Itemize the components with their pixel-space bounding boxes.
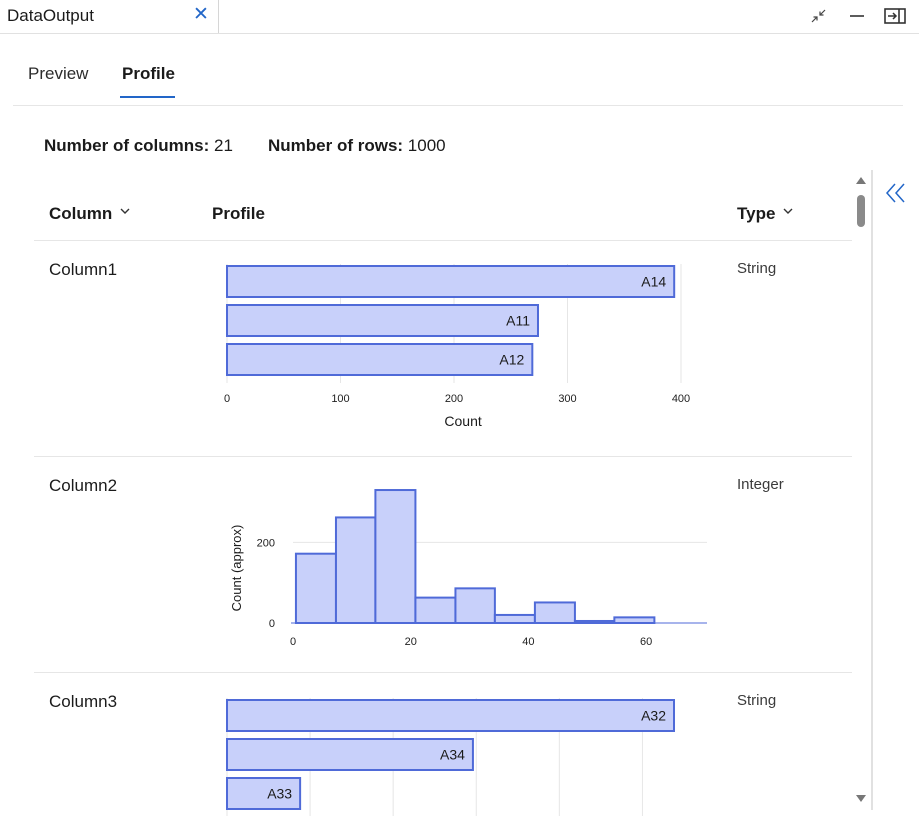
type-header-label: Type: [737, 204, 776, 223]
document-tab[interactable]: DataOutput ✕: [0, 0, 219, 33]
column-name: Column1: [49, 260, 118, 279]
rows-count-label: Number of rows:: [268, 136, 404, 155]
columns-count-label: Number of columns:: [44, 136, 210, 155]
column-name: Column3: [49, 692, 118, 711]
scroll-up-icon[interactable]: [855, 175, 867, 185]
bar-label: A34: [440, 747, 465, 763]
profile-header-label: Profile: [212, 204, 265, 223]
document-tab-strip: DataOutput ✕: [0, 0, 919, 34]
column1-profile-chart: 0 100 200 300 400 A14 A11 A12 Count: [224, 264, 690, 429]
bar: [226, 699, 675, 732]
histogram-bar: [294, 552, 337, 624]
column3-profile-chart: A32 A34 A33: [226, 698, 675, 816]
tab-preview[interactable]: Preview: [28, 64, 89, 83]
minimize-panel-icon[interactable]: [806, 5, 830, 27]
chevron-down-icon: [120, 208, 130, 214]
column-type: String: [737, 692, 777, 709]
columns-count: Number of columns: 21: [44, 136, 233, 156]
histogram-bar: [374, 489, 417, 624]
profile-header: Profile: [212, 204, 265, 224]
chevron-down-icon: [783, 208, 793, 214]
x-tick-label: 40: [522, 636, 534, 648]
x-tick-label: 100: [331, 393, 349, 405]
x-tick-label: 400: [672, 393, 690, 405]
x-tick-label: 60: [640, 636, 652, 648]
histogram-bar: [454, 587, 496, 625]
bar-label: A33: [267, 786, 292, 802]
active-tab-indicator: [120, 96, 175, 98]
dock-panel-icon[interactable]: [882, 5, 906, 27]
rows-count: Number of rows: 1000: [268, 136, 446, 156]
bar: [226, 777, 302, 810]
row-divider: [34, 456, 852, 457]
y-tick-label: 200: [257, 537, 275, 549]
bar: [226, 343, 534, 376]
column-type: String: [737, 260, 777, 277]
bar-label: A14: [641, 274, 666, 290]
x-tick-label: 200: [445, 393, 463, 405]
close-icon[interactable]: ✕: [193, 4, 209, 25]
bar: [226, 265, 676, 298]
bar: [226, 738, 474, 771]
tabs-divider: [13, 105, 903, 106]
columns-count-value: 21: [214, 136, 233, 155]
scrollbar-thumb[interactable]: [857, 195, 865, 227]
bar-label: A12: [499, 352, 524, 368]
column-name: Column2: [49, 476, 118, 495]
row-divider: [34, 672, 852, 673]
bar-label: A11: [506, 313, 530, 329]
document-tab-title: DataOutput: [7, 6, 94, 25]
x-tick-label: 0: [224, 393, 230, 405]
type-header[interactable]: Type: [737, 204, 793, 224]
x-tick-label: 300: [558, 393, 576, 405]
histogram-bar: [493, 613, 536, 625]
column-type: Integer: [737, 476, 784, 493]
x-tick-label: 20: [405, 636, 417, 648]
tab-profile[interactable]: Profile: [122, 64, 175, 83]
collapse-panel-icon[interactable]: [884, 181, 908, 205]
y-tick-label: 0: [269, 618, 275, 630]
column-header[interactable]: Column: [49, 204, 130, 224]
scroll-down-icon[interactable]: [855, 794, 867, 804]
x-axis-label: Count: [444, 413, 481, 429]
rows-count-value: 1000: [407, 136, 446, 155]
column-header-label: Column: [49, 204, 113, 223]
histogram-bar: [533, 601, 576, 624]
vertical-scrollbar[interactable]: [853, 170, 873, 810]
histogram-bar: [613, 616, 656, 625]
minimize-icon[interactable]: [845, 5, 869, 27]
histogram-bar: [334, 516, 377, 624]
histogram-bar: [414, 596, 457, 624]
y-axis-label: Count (approx): [229, 525, 244, 612]
header-divider: [34, 240, 852, 241]
x-tick-label: 0: [290, 636, 296, 648]
scrollbar-track: [871, 170, 873, 810]
column2-profile-chart: 0 200 0 20 40 60 Count (approx): [229, 489, 707, 648]
bar-label: A32: [641, 708, 666, 724]
bar: [226, 304, 539, 337]
